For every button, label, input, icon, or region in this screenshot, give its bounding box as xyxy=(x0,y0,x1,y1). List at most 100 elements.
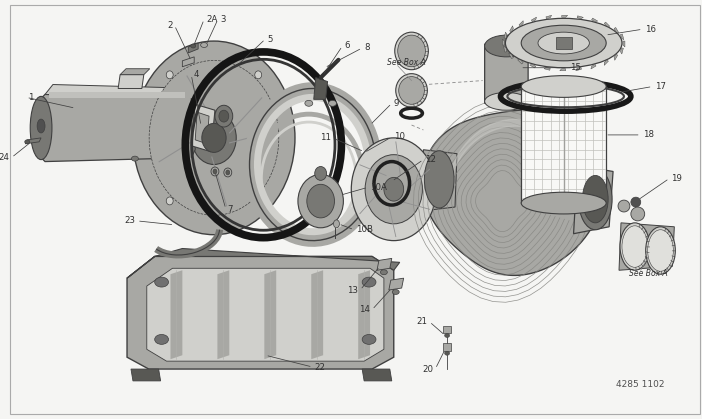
Polygon shape xyxy=(311,270,323,359)
Ellipse shape xyxy=(398,35,425,67)
Polygon shape xyxy=(562,16,568,17)
Polygon shape xyxy=(519,21,523,26)
Polygon shape xyxy=(484,44,528,103)
Ellipse shape xyxy=(201,123,226,153)
Ellipse shape xyxy=(25,140,29,144)
Ellipse shape xyxy=(133,41,295,235)
Ellipse shape xyxy=(622,226,648,267)
Ellipse shape xyxy=(215,105,233,127)
Ellipse shape xyxy=(399,77,425,104)
Text: 9: 9 xyxy=(394,99,399,108)
Ellipse shape xyxy=(583,176,608,223)
Polygon shape xyxy=(621,48,623,54)
Polygon shape xyxy=(517,60,523,64)
Ellipse shape xyxy=(351,138,436,241)
Ellipse shape xyxy=(30,96,52,160)
Ellipse shape xyxy=(521,25,606,61)
Text: 20: 20 xyxy=(423,365,433,374)
Ellipse shape xyxy=(329,100,336,106)
Text: 5: 5 xyxy=(267,35,273,44)
Polygon shape xyxy=(45,85,201,98)
Polygon shape xyxy=(619,223,675,270)
Text: 2: 2 xyxy=(167,21,173,30)
Text: 10A: 10A xyxy=(370,183,387,192)
Ellipse shape xyxy=(631,207,644,221)
Polygon shape xyxy=(621,34,624,40)
Polygon shape xyxy=(195,112,209,144)
Ellipse shape xyxy=(307,184,334,218)
Ellipse shape xyxy=(362,277,376,287)
Polygon shape xyxy=(127,248,399,278)
Ellipse shape xyxy=(392,290,399,295)
Ellipse shape xyxy=(213,169,217,174)
Text: 4285 1102: 4285 1102 xyxy=(616,380,665,389)
Ellipse shape xyxy=(620,223,649,270)
Text: 10B: 10B xyxy=(356,225,373,234)
Polygon shape xyxy=(509,54,513,59)
Polygon shape xyxy=(591,64,596,69)
Ellipse shape xyxy=(365,155,423,224)
Polygon shape xyxy=(37,94,193,162)
Ellipse shape xyxy=(219,110,229,122)
Ellipse shape xyxy=(384,177,404,201)
Ellipse shape xyxy=(314,166,326,180)
Polygon shape xyxy=(574,166,613,234)
Polygon shape xyxy=(510,26,513,32)
Ellipse shape xyxy=(333,220,340,228)
Polygon shape xyxy=(314,78,328,99)
Ellipse shape xyxy=(166,197,173,205)
Polygon shape xyxy=(421,150,457,211)
Polygon shape xyxy=(422,110,604,275)
Ellipse shape xyxy=(166,71,173,79)
Polygon shape xyxy=(265,270,276,359)
Polygon shape xyxy=(614,54,618,60)
Ellipse shape xyxy=(154,277,168,287)
Polygon shape xyxy=(118,75,144,88)
Ellipse shape xyxy=(298,174,343,228)
Ellipse shape xyxy=(255,197,262,205)
Ellipse shape xyxy=(380,270,388,275)
Text: 4: 4 xyxy=(193,70,199,79)
Text: 23: 23 xyxy=(124,216,135,225)
Polygon shape xyxy=(623,41,625,47)
Polygon shape xyxy=(604,22,610,26)
Text: 22: 22 xyxy=(314,362,326,372)
Polygon shape xyxy=(503,47,507,52)
Text: 11: 11 xyxy=(319,133,331,142)
Text: See Box A: See Box A xyxy=(629,269,668,278)
Text: 24: 24 xyxy=(0,153,9,162)
Ellipse shape xyxy=(211,167,219,176)
Bar xyxy=(521,86,606,203)
Polygon shape xyxy=(191,98,195,158)
Text: 8: 8 xyxy=(364,44,370,52)
Ellipse shape xyxy=(646,227,675,274)
Polygon shape xyxy=(576,67,581,71)
Ellipse shape xyxy=(191,44,196,48)
Polygon shape xyxy=(443,343,451,351)
Ellipse shape xyxy=(395,32,428,70)
Ellipse shape xyxy=(255,71,262,79)
Ellipse shape xyxy=(648,230,673,271)
Ellipse shape xyxy=(37,119,45,133)
Ellipse shape xyxy=(538,32,590,54)
Text: 2A: 2A xyxy=(206,15,218,24)
Polygon shape xyxy=(503,39,505,45)
Polygon shape xyxy=(131,369,161,381)
Text: 15: 15 xyxy=(569,63,581,72)
Ellipse shape xyxy=(192,111,237,165)
Polygon shape xyxy=(218,270,230,359)
Polygon shape xyxy=(546,15,552,19)
Polygon shape xyxy=(577,16,583,19)
Text: 19: 19 xyxy=(671,174,682,183)
Polygon shape xyxy=(529,64,536,68)
Ellipse shape xyxy=(362,334,376,344)
Ellipse shape xyxy=(226,170,230,175)
Text: 21: 21 xyxy=(416,317,428,326)
Text: See Box A: See Box A xyxy=(387,58,425,67)
Polygon shape xyxy=(504,32,507,38)
Ellipse shape xyxy=(618,200,630,212)
Polygon shape xyxy=(147,268,384,361)
Polygon shape xyxy=(358,270,370,359)
Ellipse shape xyxy=(484,35,528,57)
Polygon shape xyxy=(614,28,618,33)
